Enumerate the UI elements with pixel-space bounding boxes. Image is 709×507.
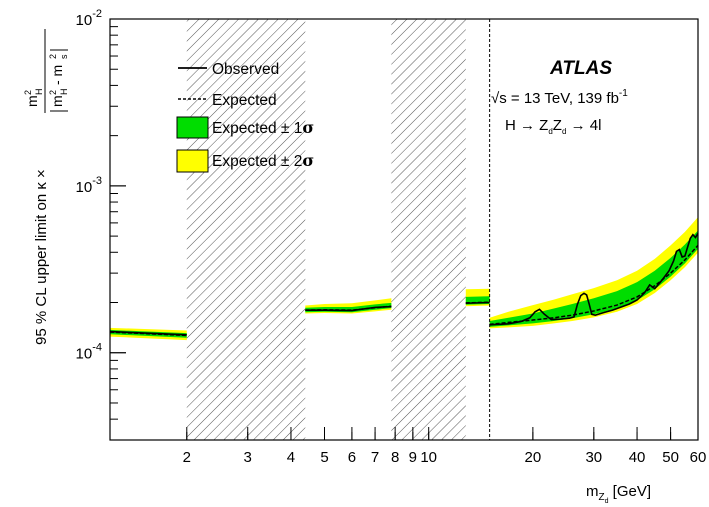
svg-text:m: m: [49, 95, 65, 107]
x-tick-label: 6: [348, 449, 356, 466]
x-tick-label: 60: [690, 449, 707, 466]
x-axis: 2 3 4 5 6 7 8 9 10 20 30 40 50 60: [183, 427, 707, 466]
x-tick-label: 2: [183, 449, 191, 466]
svg-text:s: s: [59, 54, 69, 59]
band-1sigma-4: [489, 230, 698, 327]
x-tick-label: 40: [629, 449, 646, 466]
x-tick-label: 8: [391, 449, 399, 466]
observed-line-2: [305, 305, 392, 312]
observed-line-3: [465, 301, 490, 305]
observed-line-4: [489, 232, 698, 326]
x-tick-label: 10: [420, 449, 437, 466]
legend-expected-label: Expected: [212, 92, 277, 109]
energy-lumi-label: √s = 13 TeV, 139 fb-1: [491, 88, 628, 107]
expected-line-4: [489, 244, 698, 326]
plot-frame: [109, 18, 699, 441]
x-tick-label: 9: [409, 449, 417, 466]
x-tick-label: 20: [525, 449, 542, 466]
y-tick-label: 10-4: [76, 342, 102, 363]
legend: Observed Expected Expected ± 1σ Expected…: [176, 61, 314, 173]
legend-1sigma-swatch: [176, 116, 209, 139]
svg-text:H: H: [59, 89, 69, 96]
x-axis-label-main: m: [586, 483, 599, 500]
y-tick-label: 10-3: [76, 175, 102, 196]
svg-text:H: H: [34, 89, 44, 96]
experiment-label: ATLAS: [549, 58, 612, 79]
y-axis: 10-4 10-3 10-2: [76, 8, 126, 441]
x-tick-label: 5: [320, 449, 328, 466]
y-tick-label: 10-2: [76, 8, 102, 29]
x-tick-label: 30: [585, 449, 602, 466]
svg-text:mZd [GeV]: mZd [GeV]: [586, 483, 651, 505]
y-axis-fraction: mH2 mH2 - ms2: [23, 29, 69, 113]
x-tick-label: 4: [287, 449, 295, 466]
svg-text:2: 2: [48, 90, 58, 95]
x-tick-label: 3: [244, 449, 252, 466]
legend-2sigma-swatch: [176, 149, 209, 173]
svg-text:2: 2: [48, 54, 58, 59]
x-axis-label-unit: [GeV]: [609, 483, 652, 500]
process-label: H → ZdZd → 4l: [505, 117, 601, 136]
legend-observed-label: Observed: [212, 61, 279, 78]
x-tick-label: 7: [371, 449, 379, 466]
x-axis-label: mZd [GeV]: [586, 483, 651, 505]
x-tick-label: 50: [662, 449, 679, 466]
legend-2sigma-label: Expected ± 2σ: [212, 151, 314, 170]
excluded-region-1: [186, 19, 306, 440]
excluded-region-2: [391, 19, 466, 440]
y-axis-label-main: 95 % CL upper limit on κ ×: [33, 169, 50, 345]
svg-text:2: 2: [23, 90, 33, 95]
excluded-regions: [186, 19, 466, 440]
limit-lines: [110, 232, 698, 337]
svg-text:- m: - m: [49, 65, 65, 85]
observed-line-1: [110, 330, 187, 336]
uncertainty-bands: [110, 217, 698, 341]
legend-1sigma-label: Expected ± 1σ: [212, 118, 314, 137]
svg-text:m: m: [24, 95, 40, 107]
experiment-info: ATLAS √s = 13 TeV, 139 fb-1 H → ZdZd → 4…: [491, 58, 628, 136]
y-axis-label: 95 % CL upper limit on κ × mH2 mH2 - ms2: [23, 29, 69, 345]
